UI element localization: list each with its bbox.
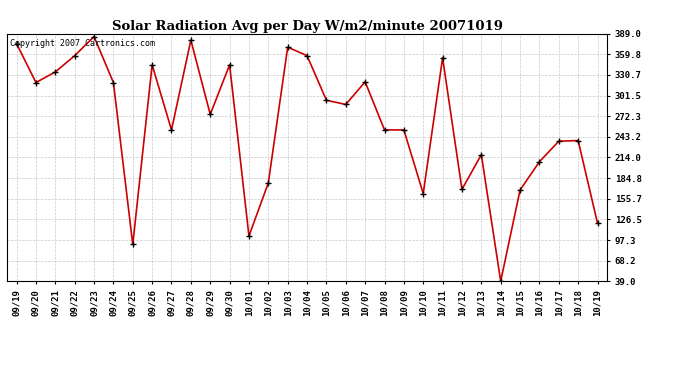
Text: Copyright 2007 Cartronics.com: Copyright 2007 Cartronics.com [10,39,155,48]
Title: Solar Radiation Avg per Day W/m2/minute 20071019: Solar Radiation Avg per Day W/m2/minute … [112,20,502,33]
